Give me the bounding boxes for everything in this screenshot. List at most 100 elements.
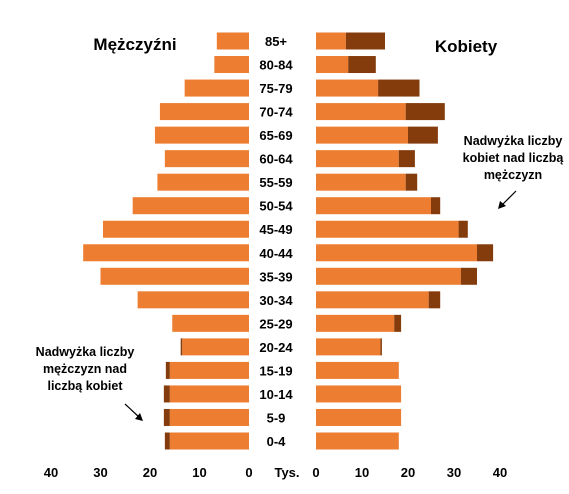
male-bar-55-59 [157,173,249,191]
age-label-70-74: 70-74 [259,105,293,120]
female-bar-65-69 [316,126,408,144]
male-bar-80-84 [214,56,249,74]
male-surplus-bar-10-14 [163,385,170,403]
male-bar-20-24 [182,338,249,356]
male-bar-15-19 [169,361,249,379]
age-label-10-14: 10-14 [259,387,293,402]
male-surplus-bar-15-19 [165,361,170,379]
female-surplus-bar-40-44 [477,244,494,262]
age-label-30-34: 30-34 [259,293,293,308]
male-surplus-bar-5-9 [163,408,170,426]
age-label-25-29: 25-29 [259,316,292,331]
female-axis-tick-0: 0 [312,465,319,480]
age-label-40-44: 40-44 [259,246,293,261]
female-bar-85plus [316,32,346,50]
female-bar-60-64 [316,150,399,168]
female-surplus-bar-70-74 [405,103,445,121]
female-surplus-bar-85plus [345,32,385,50]
male-axis-tick-40: 40 [44,465,58,480]
male-axis-tick-0: 0 [245,465,252,480]
male-annotation-line-1: Nadwyżka liczby [36,345,135,359]
male-bar-45-49 [102,220,249,238]
female-bar-75-79 [316,79,379,97]
age-label-45-49: 45-49 [259,222,292,237]
age-label-20-24: 20-24 [259,340,293,355]
female-surplus-bar-30-34 [428,291,441,309]
female-surplus-bar-65-69 [408,126,438,144]
female-bar-70-74 [316,103,406,121]
female-bar-50-54 [316,197,431,215]
male-annotation-arrow [124,403,141,419]
male-bar-30-34 [137,291,249,309]
female-bar-0-4 [316,432,399,450]
unit-label: Tys. [274,465,299,480]
female-surplus-bar-60-64 [398,150,415,168]
female-annotation-line-3: mężczyzn [484,168,542,182]
male-annotation-line-3: liczbą kobiet [47,379,123,393]
male-surplus-annotation: Nadwyżka liczby mężczyzn nad liczbą kobi… [36,345,143,421]
female-bar-10-14 [316,385,402,403]
age-label-50-54: 50-54 [259,199,293,214]
female-surplus-bar-75-79 [378,79,420,97]
male-bar-70-74 [159,103,249,121]
female-bars [316,32,494,450]
female-surplus-bar-45-49 [458,220,468,238]
age-label-75-79: 75-79 [259,81,292,96]
female-bar-45-49 [316,220,459,238]
age-label-0-4: 0-4 [267,434,287,449]
female-bar-40-44 [316,244,477,262]
age-label-5-9: 5-9 [267,410,286,425]
male-surplus-bar-0-4 [164,432,170,450]
age-label-35-39: 35-39 [259,269,292,284]
age-label-65-69: 65-69 [259,128,292,143]
male-bar-40-44 [83,244,249,262]
male-surplus-bar-20-24 [180,338,183,356]
male-axis-tick-10: 10 [192,465,206,480]
female-axis-ticks: 0 10 20 30 40 [312,465,507,480]
female-axis-tick-40: 40 [493,465,507,480]
age-label-15-19: 15-19 [259,363,292,378]
age-label-80-84: 80-84 [259,58,293,73]
female-surplus-bar-80-84 [348,56,376,74]
male-bar-50-54 [132,197,249,215]
age-label-55-59: 55-59 [259,175,292,190]
male-bar-5-9 [169,408,249,426]
female-surplus-bar-55-59 [405,173,418,191]
female-axis-tick-30: 30 [447,465,461,480]
female-annotation-arrow [500,190,517,207]
male-title: Mężczyźni [93,35,176,54]
male-bars [83,32,249,450]
female-title: Kobiety [435,37,498,56]
female-bar-80-84 [316,56,349,74]
female-axis-tick-20: 20 [401,465,415,480]
age-group-labels: 85+ 80-84 75-79 70-74 65-69 60-64 55-59 50-54 45… [259,34,293,449]
male-bar-0-4 [169,432,249,450]
male-axis-ticks: 40 30 20 10 0 [44,465,253,480]
male-bar-60-64 [164,150,249,168]
female-bar-55-59 [316,173,406,191]
female-bar-20-24 [316,338,381,356]
female-bar-25-29 [316,314,395,332]
male-annotation-line-2: mężczyzn nad [43,362,127,376]
age-label-85plus: 85+ [265,34,287,49]
age-label-60-64: 60-64 [259,152,293,167]
male-bar-65-69 [154,126,249,144]
male-bar-75-79 [184,79,249,97]
male-annotation-arrowhead [135,413,143,421]
female-surplus-bar-20-24 [380,338,382,356]
male-bar-85plus [216,32,249,50]
female-annotation-line-2: kobiet nad liczbą [463,151,565,165]
female-surplus-annotation: Nadwyżka liczby kobiet nad liczbą mężczy… [463,134,565,209]
female-axis-tick-10: 10 [355,465,369,480]
female-annotation-line-1: Nadwyżka liczby [464,134,563,148]
female-annotation-arrowhead [498,201,506,209]
male-bar-35-39 [100,267,249,285]
female-bar-35-39 [316,267,461,285]
female-surplus-bar-25-29 [394,314,402,332]
male-axis-tick-30: 30 [93,465,107,480]
male-bar-25-29 [172,314,249,332]
female-bar-30-34 [316,291,429,309]
female-surplus-bar-50-54 [431,197,441,215]
female-bar-5-9 [316,408,402,426]
